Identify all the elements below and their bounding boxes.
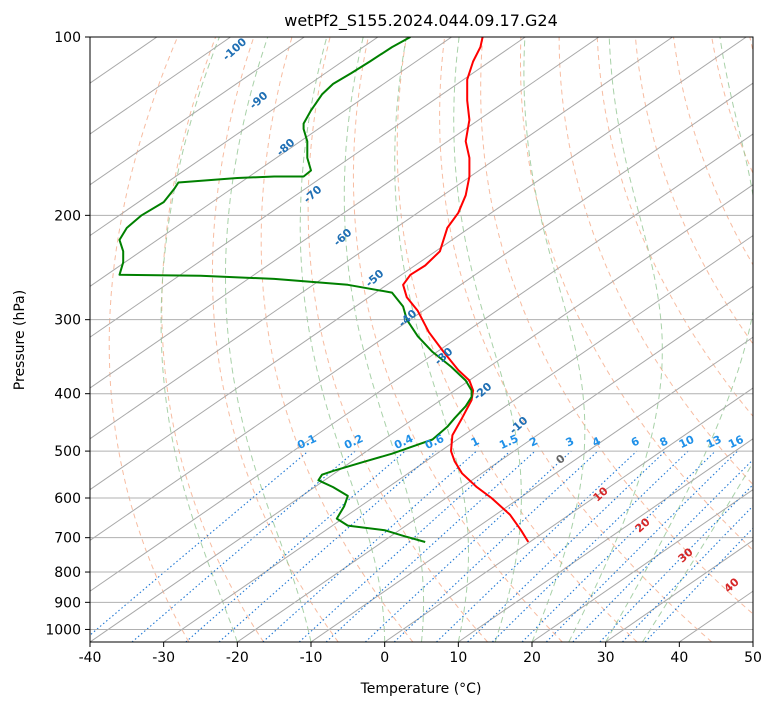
isotherm-line — [90, 82, 753, 542]
mixing-ratio-lines — [90, 450, 753, 642]
y-tick-label: 1000 — [45, 622, 81, 638]
moist-adiabats — [160, 37, 753, 642]
dry-adiabat-line — [108, 37, 190, 642]
mixing-ratio-line — [545, 450, 738, 642]
dry-adiabat-line — [260, 37, 414, 642]
moist-adiabat-line — [225, 37, 312, 642]
mixing-ratio-line — [185, 450, 406, 642]
moist-adiabat-line — [568, 37, 663, 642]
y-axis: 1000 900 800 700 600 500 400 300 200 100 — [45, 30, 90, 638]
isotherms — [90, 37, 753, 642]
temperature-series-line — [402, 37, 530, 543]
dry-adiabat-line — [480, 37, 753, 615]
mixing-ratio-line — [467, 450, 666, 642]
mixing-ratio-line — [491, 450, 689, 642]
dry-adiabat-line — [161, 37, 264, 642]
y-tick-label: 900 — [54, 595, 81, 611]
isotherm-line — [237, 285, 753, 642]
mixing-ratio-line — [131, 450, 356, 642]
mixing-ratio-line — [90, 450, 309, 636]
dry-adiabat-line — [352, 37, 563, 642]
moist-adiabat-line — [605, 37, 753, 642]
pressure-gridlines — [90, 37, 753, 630]
dry-adiabat-line — [558, 37, 753, 486]
y-tick-label: 800 — [54, 565, 81, 581]
x-tick-label: -10 — [300, 650, 323, 666]
x-tick-label: 30 — [597, 650, 615, 666]
x-tick-label: 20 — [523, 650, 541, 666]
moist-adiabat-line — [394, 37, 470, 642]
y-tick-label: 700 — [54, 531, 81, 547]
isotherm-line — [458, 438, 753, 642]
x-tick-label: -40 — [79, 650, 102, 666]
y-tick-label: 600 — [54, 491, 81, 507]
isotherm-line — [90, 37, 305, 186]
dry-adiabat-line — [711, 37, 753, 175]
y-tick-label: 500 — [54, 444, 81, 460]
isotherm-line — [531, 488, 753, 642]
chart-title: wetPf2_S155.2024.044.09.17.G24 — [284, 11, 558, 31]
isotherm-line — [90, 37, 600, 389]
dry-adiabat-line — [520, 37, 753, 551]
mixing-ratio-line — [298, 450, 511, 642]
isotherm-line — [90, 37, 379, 237]
y-tick-label: 100 — [54, 30, 81, 46]
x-tick-label: 50 — [744, 650, 762, 666]
mixing-ratio-line — [572, 458, 753, 642]
moist-adiabat-line — [523, 37, 586, 642]
moist-adiabat-line — [160, 37, 238, 642]
mixing-ratio-label: 16 — [726, 433, 746, 451]
series-lines — [118, 37, 530, 543]
y-tick-label: 300 — [54, 313, 81, 329]
y-tick-label: 400 — [54, 387, 81, 403]
x-tick-label: 0 — [380, 650, 389, 666]
isotherm-line — [163, 234, 753, 642]
plot-frame — [89, 36, 754, 643]
isotherm-line — [90, 37, 526, 338]
mixing-ratio-line — [325, 450, 536, 642]
mixing-ratio-label: 13 — [704, 433, 723, 451]
dewpoint-series-line — [118, 37, 473, 543]
dry-adiabat-line — [396, 37, 638, 642]
dry-adiabat-line — [212, 37, 339, 642]
x-tick-label: 40 — [670, 650, 688, 666]
isotherm-line — [90, 37, 747, 491]
mixing-ratio-line — [521, 450, 716, 642]
dry-adiabat-line — [307, 37, 488, 642]
dry-adiabat-line — [439, 37, 713, 642]
mixing-ratio-label: 10 — [677, 433, 697, 451]
y-tick-label: 200 — [54, 208, 81, 224]
x-axis: -40 -30 -20 -10 0 10 20 30 40 50 — [79, 642, 762, 666]
mixing-ratio-line — [218, 450, 437, 642]
mixing-ratio-line — [393, 450, 599, 642]
moist-adiabat-line — [343, 37, 425, 642]
x-tick-label: -30 — [152, 650, 175, 666]
x-axis-label: Temperature (°C) — [360, 681, 482, 697]
isotherm-line — [90, 133, 753, 592]
y-axis-label: Pressure (hPa) — [12, 290, 28, 390]
isotherm-line — [310, 336, 753, 642]
mixing-ratio-line — [599, 483, 753, 642]
x-tick-label: -20 — [226, 650, 249, 666]
dry-adiabats — [108, 37, 753, 642]
isotherm-line — [90, 37, 673, 440]
moist-adiabat-line — [453, 37, 522, 642]
isotherm-line — [90, 184, 753, 642]
isotherm-line — [384, 387, 753, 642]
plot-area — [90, 37, 753, 642]
dry-adiabat-line — [596, 37, 753, 418]
x-tick-label: 10 — [449, 650, 467, 666]
isotherm-line — [605, 539, 753, 642]
